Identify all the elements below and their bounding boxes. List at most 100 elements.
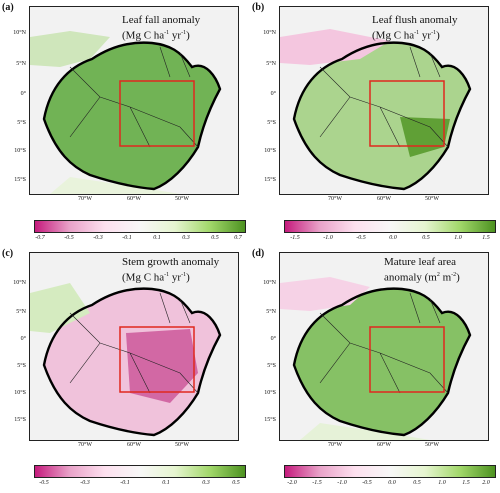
lat-tick: 15°S (264, 417, 276, 423)
panel-b: (b) Leaf flush anomaly (Mg C ha-1 yr-1) … (250, 0, 500, 246)
title-line-1: Stem growth anomaly (122, 256, 220, 268)
lon-tick: 60°W (376, 196, 392, 202)
lon-tick: 70°W (327, 442, 343, 448)
lat-tick: 0° (20, 336, 26, 342)
colorbar-tick: 0.7 (234, 235, 242, 241)
country-borders (69, 292, 199, 394)
colorbar-tick: 0.0 (389, 235, 397, 241)
title-line-2: (Mg C ha-1 yr-1) (122, 29, 190, 42)
lon-tick: 50°W (424, 196, 440, 202)
map-canvas (30, 283, 222, 437)
colorbar-tick: 1.5 (462, 480, 470, 486)
colorbar-tick: 2.0 (482, 480, 490, 486)
map-stem-growth (29, 252, 239, 441)
colorbar-tick: -0.5 (64, 235, 74, 241)
lon-tick: 70°W (77, 196, 93, 202)
panel-c: (c) Stem growth anomaly (Mg C ha-1 yr-1)… (0, 246, 250, 493)
colorbar (34, 465, 246, 478)
lat-tick: 5°S (17, 363, 26, 369)
lon-tick: 50°W (174, 196, 190, 202)
colorbar (284, 220, 496, 233)
study-region-box (119, 326, 195, 393)
colorbar-tick: -1.0 (337, 480, 347, 486)
title-line-1: Leaf flush anomaly (372, 14, 458, 26)
colorbar-tick: 0.1 (162, 480, 170, 486)
colorbar-tick: -2.0 (287, 480, 297, 486)
map-leaf-fall (29, 6, 239, 195)
panel-d: (d) Mature leaf area anomaly (m2 m-2) 10… (250, 246, 500, 493)
colorbar-tick: 0.3 (202, 480, 210, 486)
region-fill-light (30, 31, 110, 67)
colorbar-tick: 0.5 (422, 235, 430, 241)
panel-title: Leaf flush anomaly (Mg C ha-1 yr-1) (372, 14, 458, 43)
lat-tick: 10°N (13, 30, 26, 36)
map-canvas (280, 277, 472, 440)
basin-outline (292, 41, 472, 191)
amazon-basin-fill (44, 42, 220, 189)
country-borders (319, 292, 449, 394)
lat-tick: 5°N (16, 309, 26, 315)
colorbar-tick: -1.5 (312, 480, 322, 486)
lon-tick: 60°W (126, 442, 142, 448)
lon-tick: 60°W (376, 442, 392, 448)
region-fill-south (300, 423, 430, 440)
lat-tick: 15°S (14, 417, 26, 423)
colorbar (284, 465, 496, 478)
panel-label: (d) (252, 248, 265, 259)
panel-title: Mature leaf area anomaly (m2 m-2) (384, 256, 460, 285)
lat-tick: 5°N (266, 61, 276, 67)
title-line-1: Leaf fall anomaly (122, 14, 201, 26)
country-borders (69, 46, 199, 148)
lat-tick: 10°S (264, 148, 276, 154)
map-canvas (280, 29, 472, 191)
colorbar-tick: 0.0 (388, 480, 396, 486)
map-canvas (30, 31, 222, 194)
basin-outline (42, 41, 222, 191)
colorbar-tick: -0.3 (93, 235, 103, 241)
amazon-basin-fill (294, 42, 470, 189)
lat-tick: 5°S (17, 120, 26, 126)
colorbar-tick: -0.5 (39, 480, 49, 486)
study-region-box (369, 326, 445, 393)
title-line-2: (Mg C ha-1 yr-1) (122, 271, 190, 284)
lat-tick: 10°S (264, 390, 276, 396)
colorbar-tick: 1.0 (438, 480, 446, 486)
region-fill-south (50, 177, 180, 194)
colorbar-tick: -0.5 (356, 235, 366, 241)
lat-tick: 15°S (14, 177, 26, 183)
basin-outline (42, 287, 222, 437)
lat-tick: 5°S (267, 363, 276, 369)
study-region-box (119, 80, 195, 147)
lon-tick: 60°W (126, 196, 142, 202)
lat-tick: 10°S (14, 390, 26, 396)
lon-tick: 70°W (77, 442, 93, 448)
title-line-2: anomaly (m2 m-2) (384, 271, 460, 284)
colorbar-tick: 0.3 (182, 235, 190, 241)
lon-tick: 50°W (424, 442, 440, 448)
lat-tick: 15°S (264, 177, 276, 183)
colorbar (34, 220, 246, 233)
lat-tick: 0° (20, 91, 26, 97)
panel-a: (a) Leaf fall anomaly (Mg C ha-1 yr-1) 1… (0, 0, 250, 246)
region-fill-dark (400, 117, 450, 157)
lat-tick: 5°N (266, 309, 276, 315)
map-mature-leaf-area (279, 252, 489, 441)
region-fill-pink (280, 29, 390, 65)
colorbar-tick: -1.5 (290, 235, 300, 241)
colorbar-tick: -0.7 (35, 235, 45, 241)
panel-label: (a) (2, 2, 14, 13)
country-borders (319, 46, 449, 148)
colorbar-tick: -0.3 (80, 480, 90, 486)
lat-tick: 10°N (263, 280, 276, 286)
lat-tick: 0° (270, 336, 276, 342)
amazon-basin-fill (294, 288, 470, 435)
basin-outline (292, 287, 472, 437)
region-fill-green (30, 283, 90, 333)
lat-tick: 5°N (16, 61, 26, 67)
colorbar-tick: 1.0 (454, 235, 462, 241)
map-leaf-flush (279, 6, 489, 195)
colorbar-tick: -0.5 (362, 480, 372, 486)
colorbar-tick: 0.5 (211, 235, 219, 241)
colorbar-tick: 1.5 (482, 235, 490, 241)
colorbar-tick: -1.0 (323, 235, 333, 241)
